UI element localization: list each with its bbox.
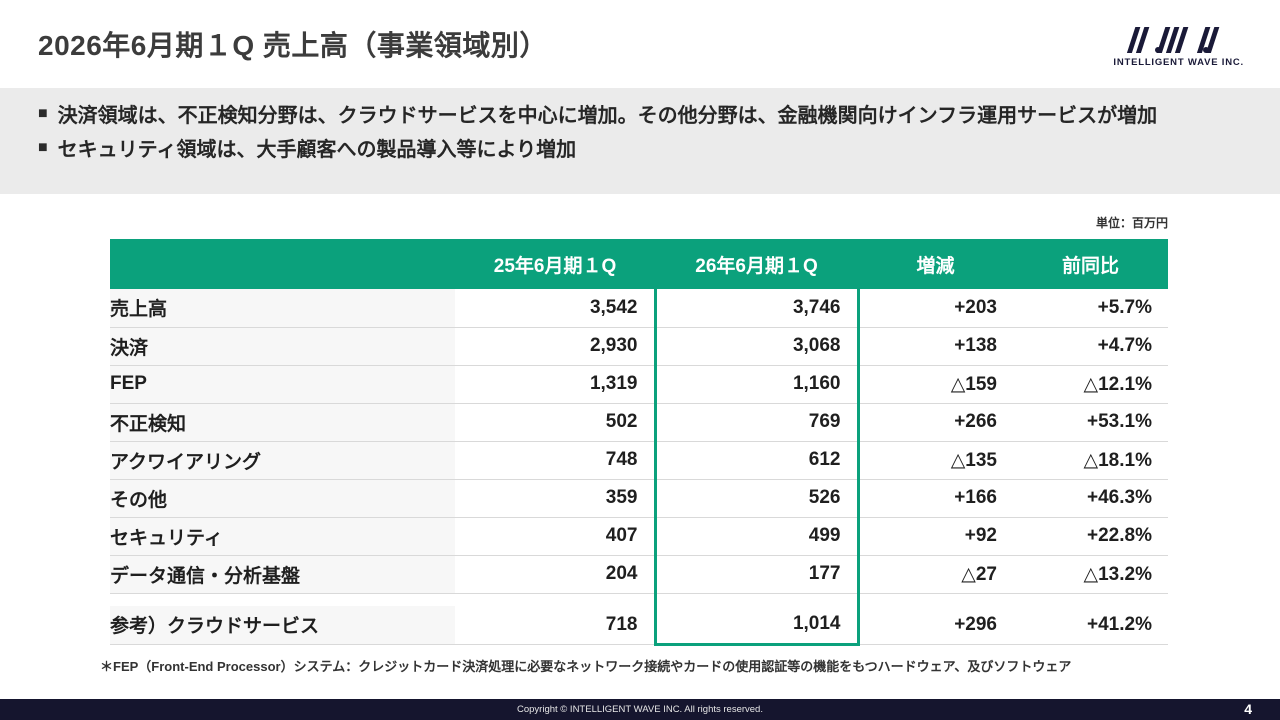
page-title: 2026年6月期１Q 売上高（事業領域別） <box>38 30 548 61</box>
header-cell-label <box>110 239 455 289</box>
table-row: 売上高 3,542 3,746 +203 +5.7% <box>110 289 1168 328</box>
cell-q26: 612 <box>653 441 860 480</box>
bullet-text: セキュリティ領域は、大手顧客への製品導入等により増加 <box>57 139 577 161</box>
cell-yoy: +5.7% <box>1013 289 1168 328</box>
cell-q25: 1,319 <box>455 365 655 404</box>
gap-cell <box>1013 593 1168 606</box>
header-cell-yoy: 前同比 <box>1013 239 1168 289</box>
row-label: アクワイアリング <box>110 441 455 480</box>
row-label: 決済 <box>110 327 455 366</box>
unit-label: 単位：百万円 <box>1095 216 1168 230</box>
table-row: FEP 1,319 1,160 △159 △12.1% <box>110 365 1168 404</box>
cell-q26: 769 <box>653 403 860 442</box>
cell-change: +266 <box>858 403 1013 442</box>
table-gap-row <box>110 593 1168 606</box>
sales-table: 25年6月期１Q 26年6月期１Q 増減 前同比 売上高 3,542 3,746 +2… <box>110 239 1168 646</box>
gap-cell <box>110 593 455 606</box>
cell-change: +296 <box>858 606 1013 645</box>
cell-q25: 718 <box>455 606 655 645</box>
cell-yoy: △13.2% <box>1013 555 1168 594</box>
cell-q26: 1,014 <box>653 606 860 646</box>
gap-cell <box>455 593 655 606</box>
table-wrap: 25年6月期１Q 26年6月期１Q 増減 前同比 売上高 3,542 3,746 +2… <box>110 239 1280 646</box>
cell-q25: 3,542 <box>455 289 655 328</box>
gap-cell <box>858 593 1013 606</box>
table-row: 決済 2,930 3,068 +138 +4.7% <box>110 327 1168 366</box>
page-number: 4 <box>1244 701 1252 717</box>
cell-yoy: +4.7% <box>1013 327 1168 366</box>
cell-q26: 499 <box>653 517 860 556</box>
cell-q25: 359 <box>455 479 655 518</box>
table-row: その他 359 526 +166 +46.3% <box>110 479 1168 518</box>
cell-q26: 526 <box>653 479 860 518</box>
row-label: その他 <box>110 479 455 518</box>
summary-band: ■ 決済領域は、不正検知分野は、クラウドサービスを中心に増加。その他分野は、金融… <box>0 88 1280 194</box>
slide-header: 2026年6月期１Q 売上高（事業領域別） <box>0 0 1280 88</box>
header-cell-q26: 26年6月期１Q <box>655 239 858 289</box>
table-row: セキュリティ 407 499 +92 +22.8% <box>110 517 1168 556</box>
cell-yoy: +53.1% <box>1013 403 1168 442</box>
copyright-text: Copyright © INTELLIGENT WAVE INC. All ri… <box>517 704 763 715</box>
gap-cell <box>653 593 860 606</box>
company-logo-text: INTELLIGENT WAVE INC. <box>1113 56 1244 68</box>
row-label: セキュリティ <box>110 517 455 556</box>
cell-change: △135 <box>858 441 1013 480</box>
cell-yoy: +22.8% <box>1013 517 1168 556</box>
table-row: アクワイアリング 748 612 △135 △18.1% <box>110 441 1168 480</box>
cell-q26: 177 <box>653 555 860 594</box>
bullet-square-icon: ■ <box>38 105 48 122</box>
table-row: データ通信・分析基盤 204 177 △27 △13.2% <box>110 555 1168 594</box>
header-cell-change: 増減 <box>858 239 1013 289</box>
iwi-wave-logo-icon <box>1113 25 1244 55</box>
cell-yoy: +46.3% <box>1013 479 1168 518</box>
cell-change: △27 <box>858 555 1013 594</box>
cell-change: △159 <box>858 365 1013 404</box>
cell-q25: 407 <box>455 517 655 556</box>
row-label: 参考）クラウドサービス <box>110 606 455 645</box>
cell-q26: 3,746 <box>653 289 860 328</box>
cell-yoy: +41.2% <box>1013 606 1168 645</box>
bullet-text: 決済領域は、不正検知分野は、クラウドサービスを中心に増加。その他分野は、金融機関… <box>57 105 1158 127</box>
row-label: データ通信・分析基盤 <box>110 555 455 594</box>
row-label: 不正検知 <box>110 403 455 442</box>
cell-change: +203 <box>858 289 1013 328</box>
footer-bar: Copyright © INTELLIGENT WAVE INC. All ri… <box>0 699 1280 720</box>
cell-q25: 748 <box>455 441 655 480</box>
bullet-square-icon: ■ <box>38 139 48 156</box>
table-header-row: 25年6月期１Q 26年6月期１Q 増減 前同比 <box>110 239 1168 289</box>
cell-yoy: △12.1% <box>1013 365 1168 404</box>
bullet-item: ■ セキュリティ領域は、大手顧客への製品導入等により増加 <box>38 136 1240 164</box>
cell-change: +138 <box>858 327 1013 366</box>
row-label: FEP <box>110 365 455 404</box>
table-row: 不正検知 502 769 +266 +53.1% <box>110 403 1168 442</box>
table-row: 参考）クラウドサービス 718 1,014 +296 +41.2% <box>110 606 1168 646</box>
cell-q25: 204 <box>455 555 655 594</box>
cell-change: +92 <box>858 517 1013 556</box>
cell-yoy: △18.1% <box>1013 441 1168 480</box>
row-label: 売上高 <box>110 289 455 328</box>
cell-q26: 1,160 <box>653 365 860 404</box>
cell-change: +166 <box>858 479 1013 518</box>
company-logo: INTELLIGENT WAVE INC. <box>1113 21 1244 68</box>
cell-q25: 2,930 <box>455 327 655 366</box>
bullet-item: ■ 決済領域は、不正検知分野は、クラウドサービスを中心に増加。その他分野は、金融… <box>38 102 1240 130</box>
footnote: ＊FEP（Front-End Processor）システム：クレジットカード決済… <box>100 658 1072 674</box>
cell-q25: 502 <box>455 403 655 442</box>
header-cell-q25: 25年6月期１Q <box>455 239 655 289</box>
table-body: 売上高 3,542 3,746 +203 +5.7% 決済 2,930 3,068 +138 +4… <box>110 289 1168 646</box>
cell-q26: 3,068 <box>653 327 860 366</box>
